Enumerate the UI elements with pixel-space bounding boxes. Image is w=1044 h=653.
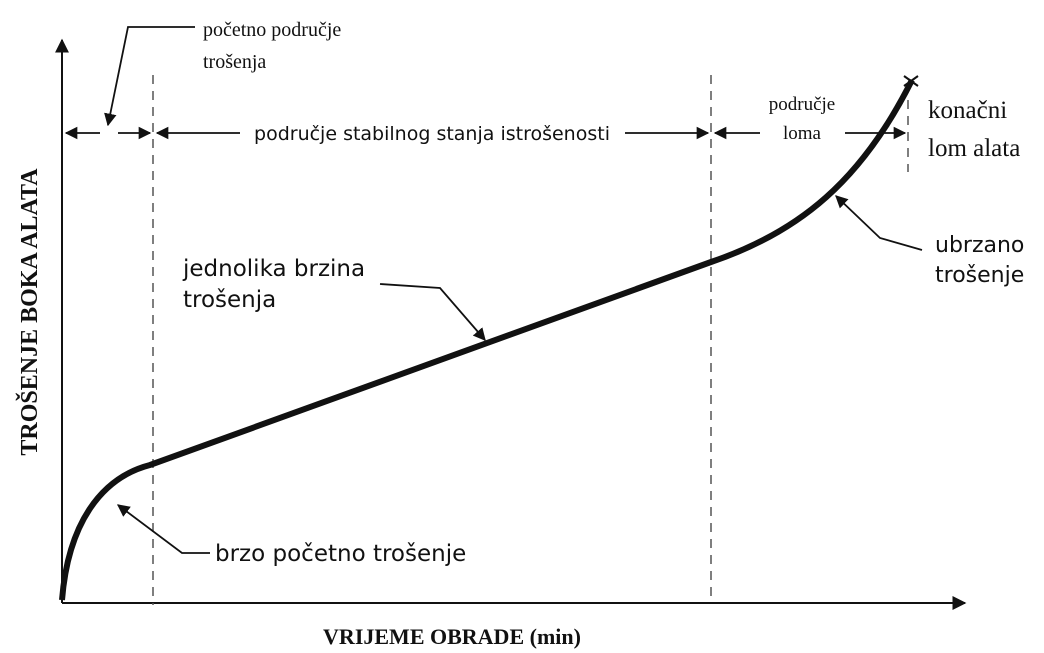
label: trošenja	[203, 51, 266, 73]
curve-end	[903, 75, 919, 87]
leaders	[104, 26, 923, 554]
label: brzo početno trošenje	[215, 541, 466, 567]
y-axis-label: TROŠENJE BOKA ALATA	[16, 168, 43, 456]
label: početno područje	[203, 19, 341, 41]
label: jednolika brzina	[182, 256, 365, 282]
label: konačni	[928, 97, 1007, 124]
label: trošenje	[935, 263, 1024, 288]
label: lom alata	[928, 135, 1020, 162]
label: područje stabilnog stanja istrošenosti	[254, 123, 610, 145]
wear-curve	[59, 78, 915, 601]
region-dividers	[152, 75, 909, 605]
axes	[55, 38, 967, 610]
label: loma	[783, 123, 822, 144]
label: trošenja	[183, 287, 276, 313]
label: ubrzano	[935, 233, 1024, 258]
x-axis-label: VRIJEME OBRADE (min)	[323, 624, 581, 649]
label: područje	[769, 94, 835, 115]
